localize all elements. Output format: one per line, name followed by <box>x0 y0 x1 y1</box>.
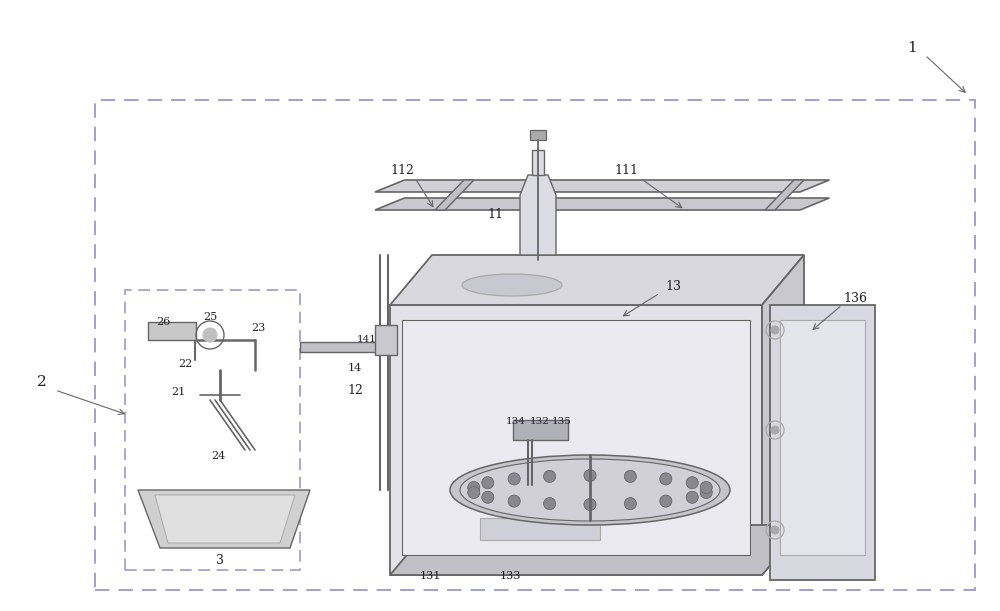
Text: 11: 11 <box>487 208 503 222</box>
Text: 23: 23 <box>251 323 265 333</box>
Text: 24: 24 <box>211 451 225 461</box>
Circle shape <box>686 491 698 503</box>
Polygon shape <box>520 175 556 255</box>
Polygon shape <box>138 490 310 548</box>
Bar <box>402 320 750 555</box>
Circle shape <box>544 470 556 482</box>
Text: 133: 133 <box>499 571 521 581</box>
Circle shape <box>700 481 712 494</box>
Bar <box>480 518 600 540</box>
Polygon shape <box>375 180 829 192</box>
Bar <box>125 290 300 570</box>
Circle shape <box>203 328 217 342</box>
Text: 132: 132 <box>530 417 550 426</box>
Polygon shape <box>390 305 762 575</box>
Text: 112: 112 <box>390 164 414 177</box>
Bar <box>513 420 568 440</box>
Circle shape <box>482 477 494 489</box>
Polygon shape <box>435 180 474 210</box>
Circle shape <box>771 426 779 434</box>
Text: 22: 22 <box>178 359 192 369</box>
Circle shape <box>508 473 520 485</box>
Circle shape <box>700 486 712 499</box>
Text: 21: 21 <box>171 387 185 397</box>
Circle shape <box>660 473 672 485</box>
Text: 1: 1 <box>907 41 917 55</box>
Text: 111: 111 <box>614 164 638 177</box>
Circle shape <box>584 469 596 481</box>
Ellipse shape <box>460 459 720 521</box>
Circle shape <box>468 486 480 499</box>
Polygon shape <box>765 180 804 210</box>
Ellipse shape <box>462 274 562 296</box>
Text: 131: 131 <box>419 571 441 581</box>
Polygon shape <box>762 255 804 575</box>
Circle shape <box>624 497 636 510</box>
Bar <box>148 322 196 340</box>
Text: 3: 3 <box>216 554 224 566</box>
Circle shape <box>584 499 596 511</box>
Circle shape <box>660 495 672 507</box>
Circle shape <box>544 497 556 510</box>
Bar <box>375 325 397 355</box>
Text: 2: 2 <box>37 375 47 389</box>
Polygon shape <box>390 525 804 575</box>
Circle shape <box>482 491 494 503</box>
Circle shape <box>771 526 779 534</box>
Circle shape <box>771 326 779 334</box>
Circle shape <box>624 470 636 482</box>
Text: 12: 12 <box>347 384 363 397</box>
Polygon shape <box>155 495 295 543</box>
Text: 25: 25 <box>203 312 217 322</box>
Text: 135: 135 <box>552 417 572 426</box>
Text: 136: 136 <box>843 291 867 304</box>
Polygon shape <box>300 342 388 352</box>
Polygon shape <box>390 255 804 305</box>
Text: 141: 141 <box>357 335 377 345</box>
Polygon shape <box>375 198 829 210</box>
Text: 26: 26 <box>156 317 170 327</box>
Ellipse shape <box>450 455 730 525</box>
Polygon shape <box>532 150 544 175</box>
Circle shape <box>686 477 698 489</box>
Circle shape <box>508 495 520 507</box>
Text: 13: 13 <box>665 279 681 293</box>
Text: 14: 14 <box>348 363 362 373</box>
Text: 134: 134 <box>506 417 526 426</box>
Bar <box>780 320 865 555</box>
Circle shape <box>468 481 480 494</box>
Bar <box>95 100 975 590</box>
Polygon shape <box>770 305 875 580</box>
Bar <box>530 130 546 140</box>
